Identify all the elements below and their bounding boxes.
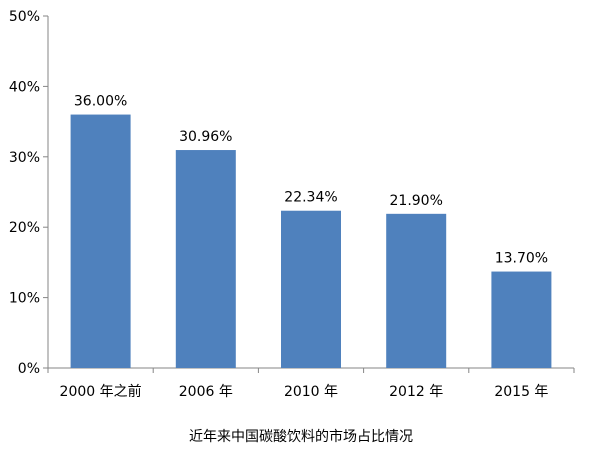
y-tick-label: 20%: [9, 220, 40, 236]
x-category-label: 2006 年: [179, 384, 233, 400]
y-tick-label: 40%: [9, 79, 40, 95]
data-label: 36.00%: [74, 94, 127, 110]
bar: [281, 210, 341, 368]
data-label: 21.90%: [390, 193, 443, 209]
data-label: 30.96%: [179, 129, 232, 145]
x-category-label: 2010 年: [284, 384, 338, 400]
x-category-label: 2015 年: [494, 384, 548, 400]
x-category-label: 2000 年之前: [60, 383, 142, 400]
bar: [491, 271, 552, 368]
bar-chart-svg: 0% 10% 20% 30% 40% 50% 36.00% 2000 年之前 30.96% 200…: [9, 9, 575, 400]
bar: [70, 114, 131, 368]
y-tick-label: 0%: [18, 361, 40, 377]
data-label: 13.70%: [495, 251, 548, 267]
x-category-label: 2012 年: [389, 384, 443, 400]
y-tick-label: 50%: [9, 9, 40, 25]
bar: [175, 150, 236, 368]
chart-caption: 近年来中国碳酸饮料的市场占比情况: [189, 429, 413, 445]
bar: [386, 213, 447, 368]
y-tick-label: 30%: [9, 150, 40, 166]
data-label: 22.34%: [284, 190, 337, 206]
y-tick-label: 10%: [9, 291, 40, 307]
